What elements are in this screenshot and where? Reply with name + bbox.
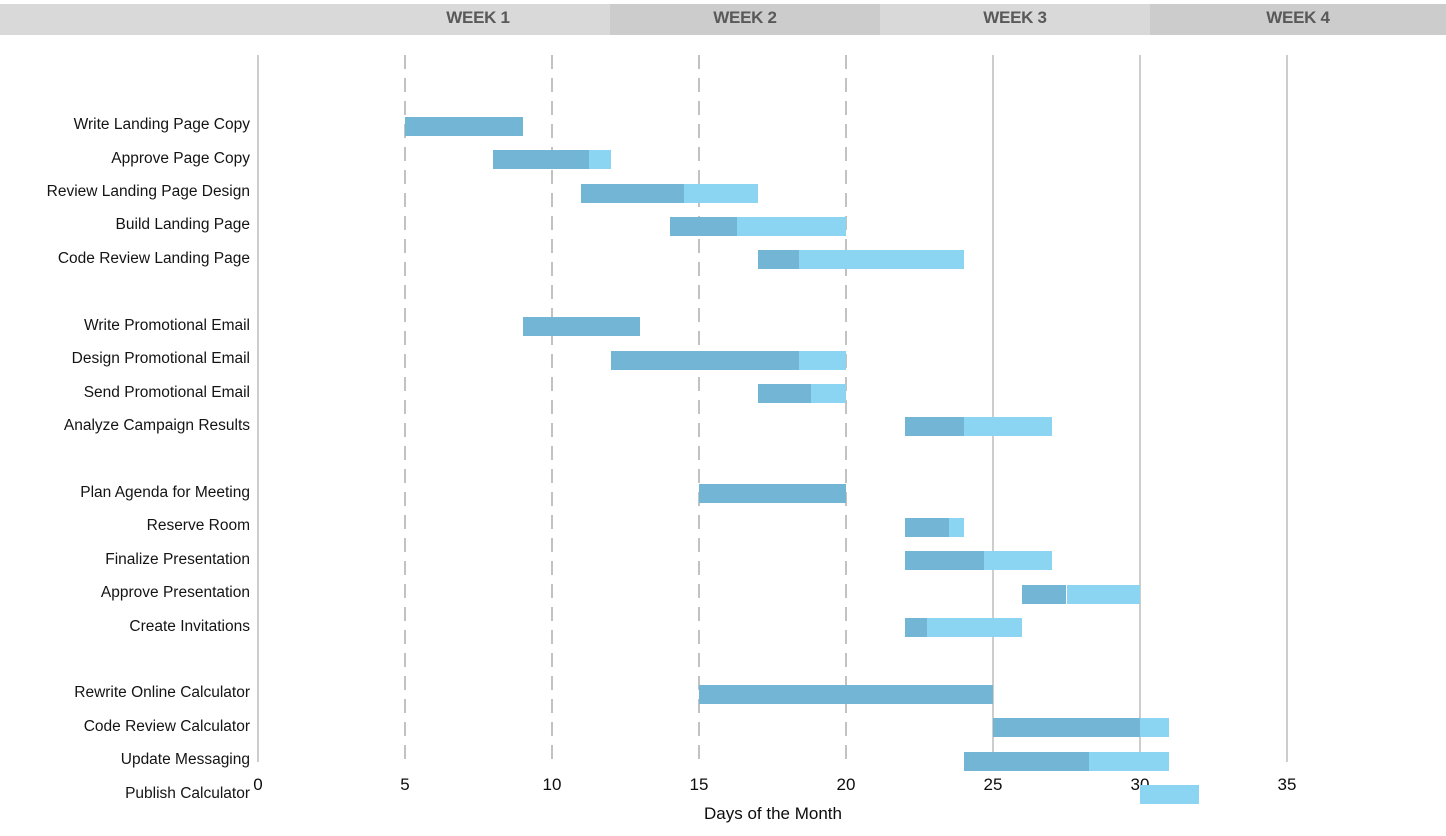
gantt-bar-complete-review-landing-page-design — [581, 183, 685, 203]
week-band-week-1 — [0, 4, 610, 35]
gantt-bar-complete-code-review-calculator — [993, 718, 1140, 738]
gridline-day-35 — [1286, 55, 1288, 762]
gridline-day-0 — [257, 55, 259, 762]
gantt-bar-complete-reserve-room — [904, 517, 949, 537]
x-tick-25: 25 — [983, 775, 1003, 794]
task-label-code-review-landing-page: Code Review Landing Page — [57, 249, 250, 267]
task-label-code-review-calculator: Code Review Calculator — [83, 717, 250, 735]
task-label-send-promotional-email: Send Promotional Email — [83, 383, 250, 401]
week-label-week-1: WEEK 1 — [446, 8, 510, 27]
gantt-bar-complete-plan-agenda-for-meeting — [699, 484, 846, 504]
gantt-bar-complete-write-landing-page-copy — [405, 116, 523, 136]
x-tick-10: 10 — [542, 775, 562, 794]
task-label-write-promotional-email: Write Promotional Email — [84, 316, 250, 334]
task-label-publish-calculator: Publish Calculator — [125, 784, 250, 802]
task-label-review-landing-page-design: Review Landing Page Design — [46, 183, 250, 201]
gantt-bar-complete-code-review-landing-page — [757, 250, 799, 270]
gridline-day-15 — [698, 55, 700, 762]
gantt-bar-remaining-build-landing-page — [737, 216, 846, 236]
gantt-bar-complete-send-promotional-email — [757, 384, 811, 404]
week-label-week-2: WEEK 2 — [713, 8, 777, 27]
x-tick-15: 15 — [689, 775, 709, 794]
gantt-bar-remaining-design-promotional-email — [798, 350, 846, 370]
gantt-bar-complete-finalize-presentation — [904, 551, 985, 571]
gantt-bar-remaining-review-landing-page-design — [684, 183, 758, 203]
task-label-update-messaging: Update Messaging — [120, 751, 250, 769]
x-tick-20: 20 — [836, 775, 856, 794]
x-tick-5: 5 — [400, 775, 410, 794]
gridline-day-10 — [551, 55, 553, 762]
task-label-write-landing-page-copy: Write Landing Page Copy — [73, 116, 250, 134]
week-band-week-2 — [610, 4, 880, 35]
x-axis-title: Days of the Month — [704, 804, 842, 823]
gantt-bar-complete-approve-presentation — [1022, 584, 1067, 604]
gantt-bar-remaining-code-review-landing-page — [798, 250, 964, 270]
task-label-analyze-campaign-results: Analyze Campaign Results — [63, 416, 250, 434]
task-label-approve-page-copy: Approve Page Copy — [111, 149, 250, 167]
task-label-reserve-room: Reserve Room — [146, 517, 250, 535]
gantt-bar-complete-approve-page-copy — [493, 150, 589, 170]
gantt-bar-remaining-approve-presentation — [1066, 584, 1140, 604]
gantt-bar-remaining-create-invitations — [926, 618, 1023, 637]
gantt-bar-complete-create-invitations — [904, 618, 927, 637]
gantt-bar-remaining-send-promotional-email — [810, 384, 846, 404]
gantt-bar-complete-update-messaging — [963, 751, 1089, 771]
gantt-bar-complete-design-promotional-email — [610, 350, 799, 370]
task-label-rewrite-online-calculator: Rewrite Online Calculator — [74, 684, 250, 702]
week-label-week-3: WEEK 3 — [983, 8, 1047, 27]
task-label-approve-presentation: Approve Presentation — [100, 584, 250, 602]
task-label-design-promotional-email: Design Promotional Email — [71, 350, 250, 368]
gantt-bar-remaining-publish-calculator — [1140, 785, 1199, 805]
gridline-day-5 — [404, 55, 406, 762]
task-label-finalize-presentation: Finalize Presentation — [105, 550, 250, 568]
gantt-plot-area: Days of the Month 05101520253035Write La… — [0, 35, 1446, 836]
week-label-week-4: WEEK 4 — [1266, 8, 1330, 27]
gantt-bar-remaining-reserve-room — [948, 517, 964, 537]
gantt-bar-complete-rewrite-online-calculator — [699, 684, 993, 704]
task-label-create-invitations: Create Invitations — [129, 617, 250, 635]
x-tick-0: 0 — [253, 775, 263, 794]
gantt-bar-complete-build-landing-page — [669, 216, 738, 236]
gantt-bar-remaining-code-review-calculator — [1140, 718, 1170, 738]
gantt-bar-remaining-update-messaging — [1088, 751, 1170, 771]
gantt-bar-complete-write-promotional-email — [522, 317, 641, 337]
week-band-week-4 — [1150, 4, 1446, 35]
gantt-bar-complete-analyze-campaign-results — [904, 417, 964, 437]
gantt-bar-remaining-approve-page-copy — [588, 150, 611, 170]
gantt-bar-remaining-finalize-presentation — [984, 551, 1052, 571]
gantt-bar-remaining-analyze-campaign-results — [963, 417, 1052, 437]
x-tick-35: 35 — [1277, 775, 1297, 794]
gridline-day-25 — [992, 55, 994, 762]
gridline-day-20 — [845, 55, 847, 762]
task-label-build-landing-page: Build Landing Page — [115, 216, 250, 234]
gridline-day-30 — [1139, 55, 1141, 762]
week-band-week-3 — [880, 4, 1150, 35]
task-label-plan-agenda-for-meeting: Plan Agenda for Meeting — [80, 483, 250, 501]
